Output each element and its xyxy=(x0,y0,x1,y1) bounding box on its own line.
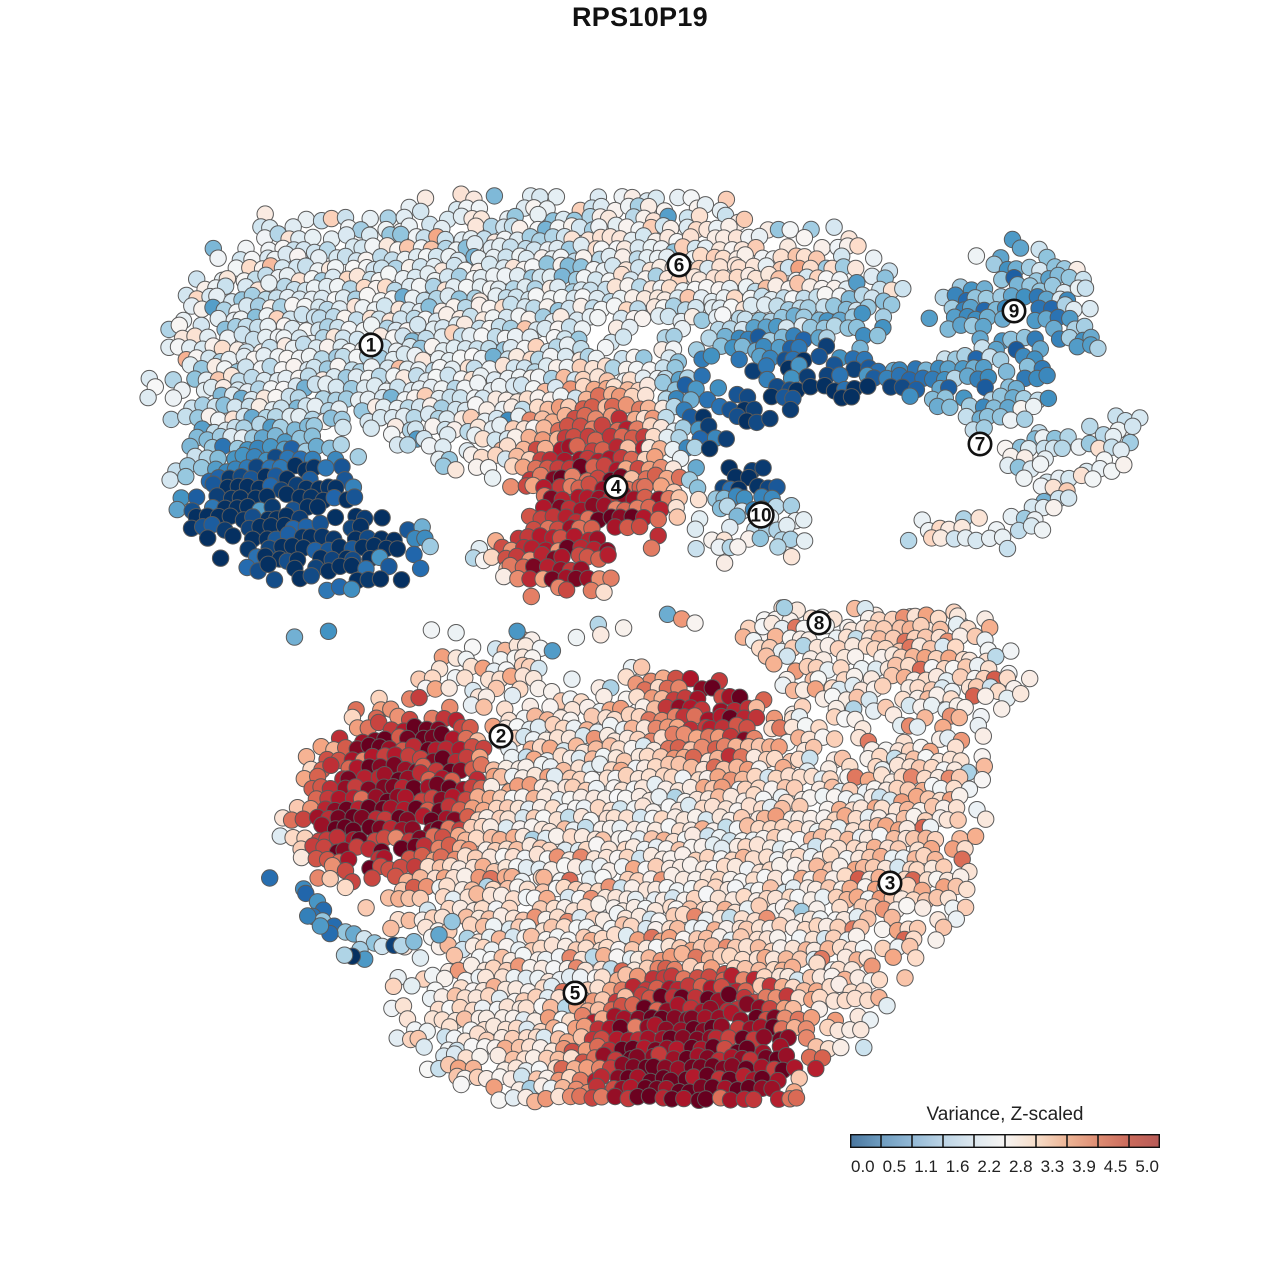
svg-text:9: 9 xyxy=(1009,302,1020,323)
svg-text:2: 2 xyxy=(496,727,507,748)
svg-text:8: 8 xyxy=(814,614,825,635)
svg-text:7: 7 xyxy=(975,435,986,456)
svg-text:3: 3 xyxy=(885,874,896,895)
svg-text:10: 10 xyxy=(750,506,771,527)
svg-text:1: 1 xyxy=(366,336,377,357)
svg-text:4: 4 xyxy=(611,478,622,499)
svg-text:5: 5 xyxy=(570,984,581,1005)
svg-text:6: 6 xyxy=(674,256,685,277)
